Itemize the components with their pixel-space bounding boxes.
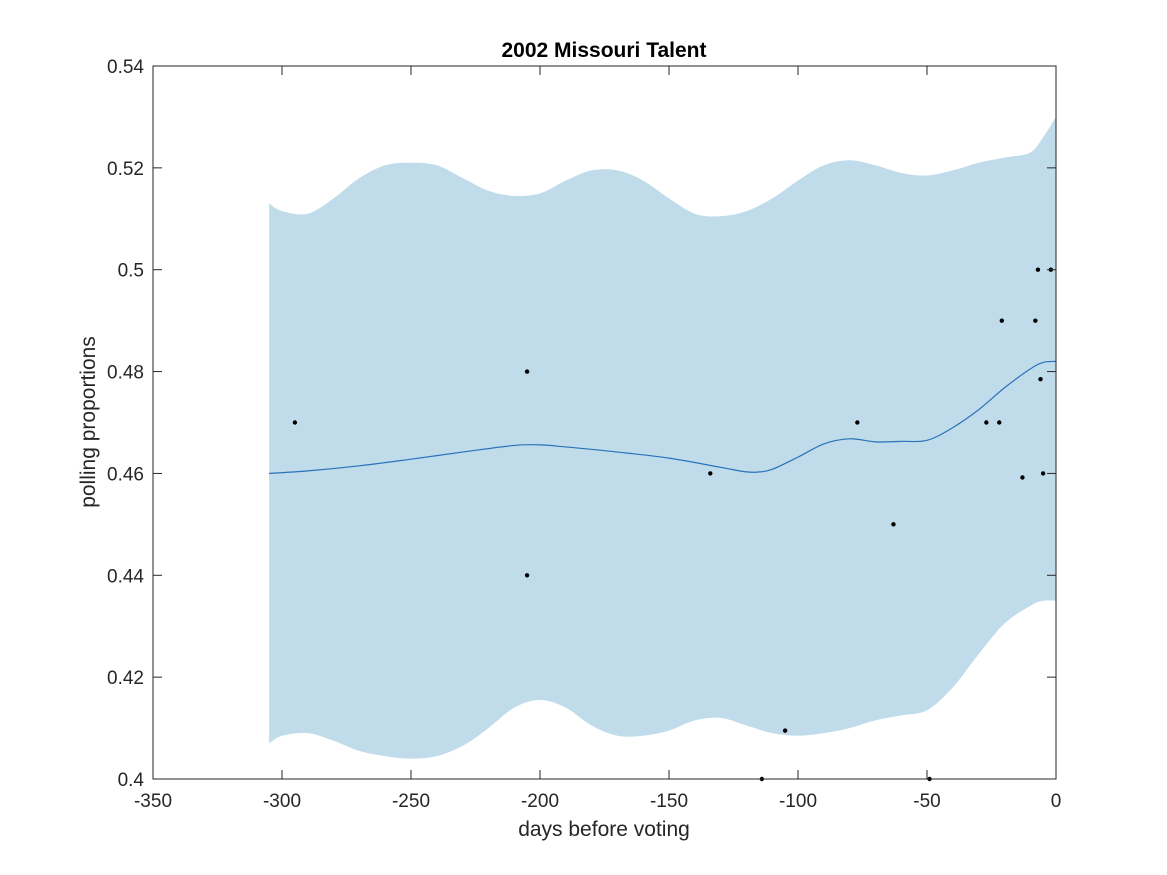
trend-line-0 [269, 360, 1057, 475]
y-tick-label: 0.4 [118, 770, 145, 791]
data-point [782, 728, 788, 733]
x-tick-label: 0 [1051, 791, 1062, 812]
x-axis-title: days before voting [518, 818, 690, 841]
y-axis-title: polling proportions [77, 336, 100, 508]
data-point [855, 420, 860, 425]
data-point [708, 471, 713, 476]
data-point [891, 522, 896, 527]
data-point [1020, 475, 1025, 480]
plot-frame [152, 65, 1057, 780]
y-tick-label: 0.48 [107, 363, 144, 384]
trend-line-layer [269, 360, 1057, 475]
x-tick-label: -350 [134, 791, 172, 812]
y-tick-label: 0.44 [107, 566, 144, 587]
chart-title: 2002 Missouri Talent [501, 39, 706, 62]
x-tick-label: -300 [263, 791, 301, 812]
data-point [999, 318, 1005, 323]
data-point [292, 420, 298, 425]
y-tick-label: 0.52 [107, 159, 144, 180]
data-point [1035, 267, 1041, 272]
data-point [1038, 377, 1043, 382]
x-tick-label: -100 [779, 791, 817, 812]
x-tick-label: -250 [392, 791, 430, 812]
y-tick-label: 0.54 [107, 57, 144, 78]
data-point [984, 420, 989, 425]
confidence-band [269, 116, 1057, 759]
x-tick-label: -50 [913, 791, 940, 812]
x-axis-ticks: -350 -300 -250 -200 -150 -100 -50 0 [134, 66, 1061, 812]
data-point [1033, 318, 1038, 323]
y-tick-label: 0.5 [118, 261, 144, 282]
y-tick-label: 0.46 [107, 464, 144, 485]
data-point [524, 369, 530, 374]
x-tick-label: -150 [650, 791, 688, 812]
confidence-band-layer [269, 116, 1057, 759]
data-point [524, 573, 530, 578]
y-tick-label: 0.42 [107, 668, 144, 689]
data-point [1040, 471, 1046, 476]
y-axis-ticks: 0.4 0.42 0.44 0.46 0.48 0.5 0.52 0.54 [107, 57, 1056, 791]
x-tick-label: -200 [521, 791, 559, 812]
data-point [997, 420, 1002, 425]
